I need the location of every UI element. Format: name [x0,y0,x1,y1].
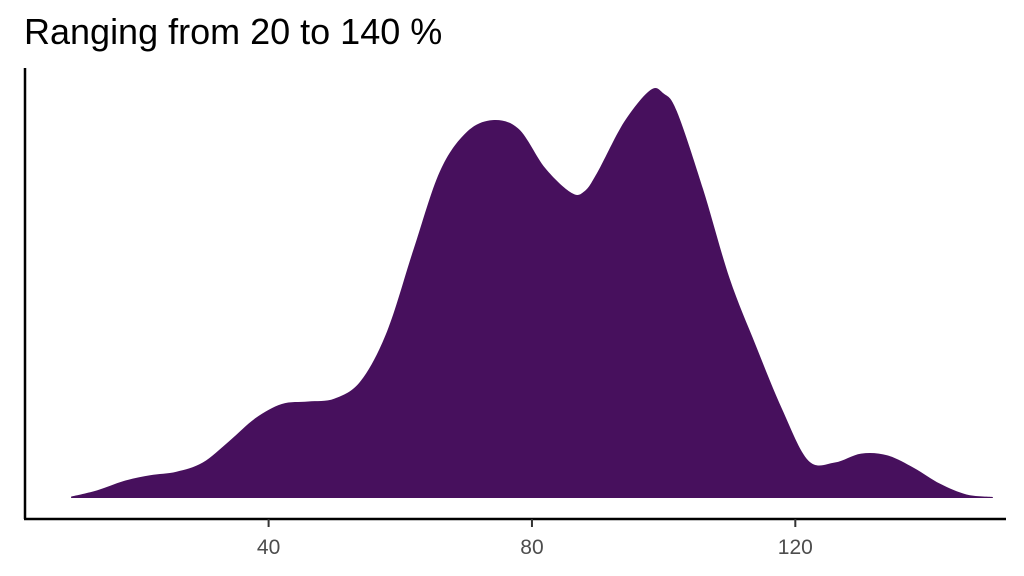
chart-title: Ranging from 20 to 140 % [24,11,443,52]
x-tick-label: 120 [778,536,813,559]
x-axis-ticks: 40 80 120 [257,519,813,559]
x-tick-label: 80 [520,536,543,559]
density-area [71,88,993,499]
x-tick-label: 40 [257,536,280,559]
